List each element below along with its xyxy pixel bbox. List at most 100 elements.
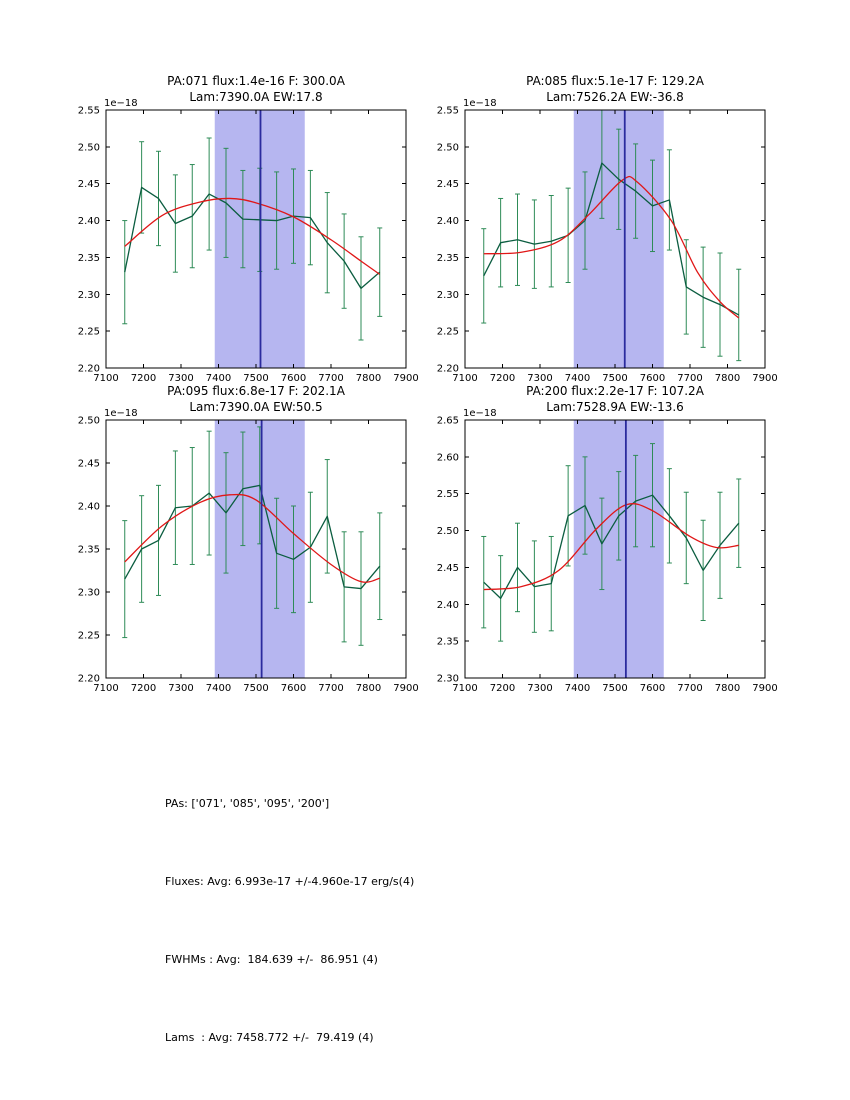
x-tick-label: 7800 [356,373,381,384]
spectrum-line [124,186,381,290]
y-tick-label: 2.35 [78,545,100,556]
y-tick-label: 2.25 [437,327,459,338]
x-tick-label: 7300 [168,683,193,694]
y-tick-label: 2.35 [437,253,459,264]
fit-curve [124,197,381,275]
y-tick-label: 2.30 [78,588,100,599]
x-tick-label: 7900 [752,683,777,694]
subplot-2-title-line1: PA:085 flux:5.1e-17 F: 129.2A [526,74,704,88]
subplot-3-title-line1: PA:095 flux:6.8e-17 F: 202.1A [167,384,345,398]
y-tick-label: 2.50 [78,416,100,427]
y-tick-label: 2.40 [78,502,100,513]
summary-line-pas: PAs: ['071', '085', '095', '200'] [165,797,330,810]
x-tick-label: 7300 [527,373,552,384]
x-tick-label: 7100 [452,373,477,384]
spectrum-line [483,494,740,600]
y-tick-label: 2.60 [437,452,459,463]
subplot-1-title-line2: Lam:7390.0A EW:17.8 [189,90,323,104]
x-tick-label: 7500 [243,373,268,384]
axis-offset-label: 1e−18 [104,408,138,419]
y-tick-label: 2.55 [437,489,459,500]
y-tick-label: 2.45 [437,563,459,574]
x-tick-label: 7200 [131,683,156,694]
subplot-2-title-line2: Lam:7526.2A EW:-36.8 [546,90,684,104]
x-tick-label: 7900 [393,683,418,694]
x-tick-label: 7600 [281,683,306,694]
y-tick-label: 2.40 [78,216,100,227]
y-tick-label: 2.30 [437,290,459,301]
axis-offset-label: 1e−18 [463,98,497,109]
subplot-4-title: PA:200 flux:2.2e-17 F: 107.2A Lam:7528.9… [465,383,765,415]
x-tick-label: 7500 [602,683,627,694]
summary-line-lams: Lams : Avg: 7458.772 +/- 79.419 (4) [165,1031,374,1044]
x-tick-label: 7800 [715,683,740,694]
y-tick-label: 2.25 [78,631,100,642]
subplot-1-title: PA:071 flux:1.4e-16 F: 300.0A Lam:7390.0… [106,73,406,105]
spectrum-line [124,484,381,590]
y-tick-label: 2.35 [437,637,459,648]
summary-text: PAs: ['071', '085', '095', '200'] Fluxes… [165,739,414,1100]
y-tick-label: 2.55 [78,106,100,117]
subplot-4-title-line1: PA:200 flux:2.2e-17 F: 107.2A [526,384,704,398]
y-tick-label: 2.30 [78,290,100,301]
subplot-2-axes: 7100 7200 7300 7400 7500 7600 7700 7800 7900 2.20… [437,98,778,384]
x-tick-label: 7500 [602,373,627,384]
x-tick-label: 7100 [452,683,477,694]
fit-curve [483,175,740,319]
y-tick-label: 2.45 [78,459,100,470]
y-tick-label: 2.50 [437,526,459,537]
y-tick-label: 2.40 [437,600,459,611]
y-tick-label: 2.30 [437,674,459,685]
fit-curve [124,493,380,583]
x-tick-label: 7600 [281,373,306,384]
y-tick-label: 2.40 [437,216,459,227]
data-layer [122,426,383,646]
subplot-4-title-line2: Lam:7528.9A EW:-13.6 [546,400,684,414]
y-tick-label: 2.65 [437,416,459,427]
data-layer [481,110,742,362]
x-tick-label: 7900 [752,373,777,384]
y-tick-label: 2.50 [437,142,459,153]
y-tick-label: 2.20 [78,364,100,375]
x-tick-label: 7600 [640,683,665,694]
x-tick-label: 7400 [206,373,231,384]
y-tick-label: 2.45 [437,179,459,190]
subplot-4-axes: 7100 7200 7300 7400 7500 7600 7700 7800 7900 2.30… [437,408,778,694]
x-tick-label: 7200 [490,683,515,694]
summary-line-fwhms: FWHMs : Avg: 184.639 +/- 86.951 (4) [165,953,378,966]
x-tick-label: 7400 [565,373,590,384]
y-tick-label: 2.55 [437,106,459,117]
x-tick-label: 7100 [93,683,118,694]
x-tick-label: 7400 [565,683,590,694]
x-tick-label: 7200 [490,373,515,384]
x-tick-label: 7300 [527,683,552,694]
y-tick-label: 2.45 [78,179,100,190]
subplot-2-title: PA:085 flux:5.1e-17 F: 129.2A Lam:7526.2… [465,73,765,105]
y-tick-label: 2.20 [437,364,459,375]
summary-line-fluxes: Fluxes: Avg: 6.993e-17 +/-4.960e-17 erg/… [165,875,415,888]
y-tick-label: 2.35 [78,253,100,264]
x-tick-label: 7100 [93,373,118,384]
y-tick-label: 2.20 [78,674,100,685]
x-tick-label: 7900 [393,373,418,384]
x-tick-label: 7700 [318,683,343,694]
subplot-3-title: PA:095 flux:6.8e-17 F: 202.1A Lam:7390.0… [106,383,406,415]
subplot-1-axes: 7100 7200 7300 7400 7500 7600 7700 7800 7900 2.20… [78,98,419,384]
x-tick-label: 7700 [318,373,343,384]
x-tick-label: 7600 [640,373,665,384]
axis-offset-label: 1e−18 [463,408,497,419]
x-tick-label: 7800 [715,373,740,384]
x-tick-label: 7700 [677,683,702,694]
x-tick-label: 7700 [677,373,702,384]
x-tick-label: 7800 [356,683,381,694]
subplot-1-title-line1: PA:071 flux:1.4e-16 F: 300.0A [167,74,345,88]
y-tick-label: 2.25 [78,327,100,338]
subplot-3-title-line2: Lam:7390.0A EW:50.5 [189,400,323,414]
axis-offset-label: 1e−18 [104,98,138,109]
x-tick-label: 7300 [168,373,193,384]
x-tick-label: 7200 [131,373,156,384]
x-tick-label: 7500 [243,683,268,694]
y-tick-label: 2.50 [78,142,100,153]
spectrum-line [483,162,740,316]
